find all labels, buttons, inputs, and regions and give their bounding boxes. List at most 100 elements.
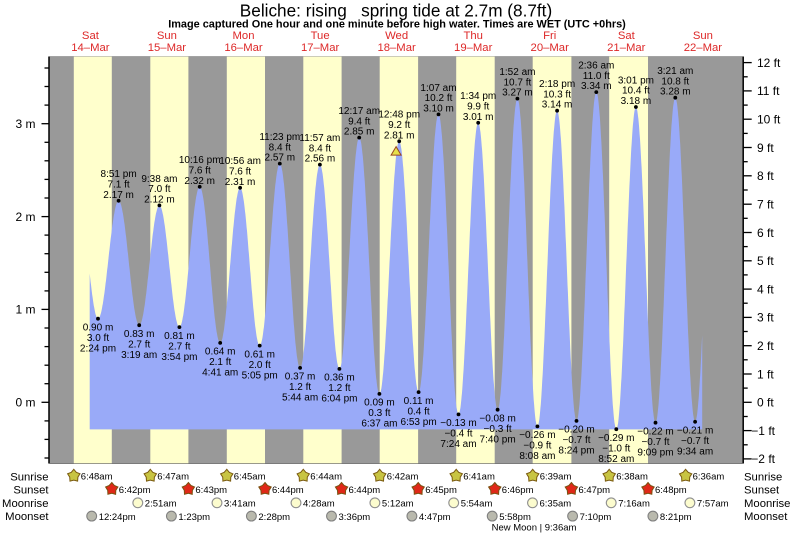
svg-text:6:42pm: 6:42pm bbox=[119, 485, 151, 496]
svg-text:−0.7 ft: −0.7 ft bbox=[681, 436, 709, 447]
svg-text:0.36 m: 0.36 m bbox=[324, 373, 355, 384]
svg-text:10.3 ft: 10.3 ft bbox=[543, 89, 571, 100]
svg-text:3 ft: 3 ft bbox=[757, 311, 774, 325]
svg-text:6:53 pm: 6:53 pm bbox=[401, 417, 437, 428]
svg-text:2:51am: 2:51am bbox=[145, 499, 177, 510]
svg-text:Fri: Fri bbox=[543, 30, 556, 42]
svg-text:0.4 ft: 0.4 ft bbox=[407, 406, 429, 417]
svg-text:10.7 ft: 10.7 ft bbox=[503, 77, 531, 88]
svg-text:9:38 am: 9:38 am bbox=[141, 174, 177, 185]
svg-text:−2 ft: −2 ft bbox=[751, 452, 775, 466]
svg-text:12:48 pm: 12:48 pm bbox=[378, 110, 420, 121]
svg-text:1.2 ft: 1.2 ft bbox=[289, 382, 311, 393]
svg-text:6:44pm: 6:44pm bbox=[349, 485, 381, 496]
svg-text:10.4 ft: 10.4 ft bbox=[622, 86, 650, 97]
svg-text:−0.9 ft: −0.9 ft bbox=[523, 441, 551, 452]
svg-text:3 m: 3 m bbox=[15, 117, 35, 131]
svg-text:3:54 pm: 3:54 pm bbox=[161, 352, 197, 363]
svg-text:−0.3 ft: −0.3 ft bbox=[484, 424, 512, 435]
svg-text:5:54am: 5:54am bbox=[461, 499, 493, 510]
svg-text:8:24 pm: 8:24 pm bbox=[558, 446, 594, 457]
svg-text:Moonrise: Moonrise bbox=[744, 498, 790, 510]
svg-text:Sunrise: Sunrise bbox=[744, 471, 782, 483]
svg-text:3:36pm: 3:36pm bbox=[339, 512, 371, 523]
svg-text:3:01 pm: 3:01 pm bbox=[618, 75, 654, 86]
svg-text:3:41am: 3:41am bbox=[224, 499, 256, 510]
svg-text:−0.26 m: −0.26 m bbox=[519, 430, 555, 441]
svg-text:0.61 m: 0.61 m bbox=[244, 349, 275, 360]
svg-text:Moonset: Moonset bbox=[5, 511, 49, 523]
svg-text:10 ft: 10 ft bbox=[757, 113, 781, 127]
svg-text:9.9 ft: 9.9 ft bbox=[467, 102, 489, 113]
svg-text:2.0 ft: 2.0 ft bbox=[249, 360, 271, 371]
svg-text:−1 ft: −1 ft bbox=[751, 424, 775, 438]
svg-text:6:38am: 6:38am bbox=[616, 472, 648, 483]
svg-text:1:34 pm: 1:34 pm bbox=[460, 91, 496, 102]
svg-text:2:36 am: 2:36 am bbox=[578, 61, 614, 72]
svg-text:3.14 m: 3.14 m bbox=[542, 100, 573, 111]
svg-text:2.1 ft: 2.1 ft bbox=[209, 357, 231, 368]
svg-text:0.83 m: 0.83 m bbox=[124, 329, 155, 340]
svg-text:0.64 m: 0.64 m bbox=[205, 347, 236, 358]
svg-text:7:40 pm: 7:40 pm bbox=[480, 434, 516, 445]
svg-text:Sun: Sun bbox=[693, 30, 713, 42]
svg-text:15–Mar: 15–Mar bbox=[148, 42, 187, 54]
svg-text:2 ft: 2 ft bbox=[757, 339, 774, 353]
svg-text:2.85 m: 2.85 m bbox=[344, 127, 375, 138]
svg-text:1.2 ft: 1.2 ft bbox=[328, 383, 350, 394]
svg-text:Thu: Thu bbox=[463, 30, 482, 42]
svg-text:5 ft: 5 ft bbox=[757, 254, 774, 268]
svg-text:6:45pm: 6:45pm bbox=[425, 485, 457, 496]
svg-text:2:24 pm: 2:24 pm bbox=[80, 343, 116, 354]
svg-text:−0.21 m: −0.21 m bbox=[677, 426, 713, 437]
svg-text:10:56 am: 10:56 am bbox=[219, 156, 261, 167]
svg-text:1:23pm: 1:23pm bbox=[178, 512, 210, 523]
svg-text:5:58pm: 5:58pm bbox=[499, 512, 531, 523]
svg-text:1 m: 1 m bbox=[15, 303, 35, 317]
svg-text:2.57 m: 2.57 m bbox=[265, 153, 296, 164]
svg-text:3.0 ft: 3.0 ft bbox=[87, 333, 109, 344]
svg-text:6:41am: 6:41am bbox=[463, 472, 495, 483]
svg-text:0.11 m: 0.11 m bbox=[404, 396, 434, 407]
svg-text:3.10 m: 3.10 m bbox=[423, 103, 454, 114]
svg-text:11:57 am: 11:57 am bbox=[299, 133, 340, 144]
svg-text:1 ft: 1 ft bbox=[757, 367, 774, 381]
svg-text:Beliche: rising spring tide: Beliche: rising spring tide at 2.7m (8.7… bbox=[240, 1, 552, 21]
svg-text:0.09 m: 0.09 m bbox=[364, 398, 395, 409]
svg-text:−0.7 ft: −0.7 ft bbox=[562, 435, 590, 446]
svg-text:11.0 ft: 11.0 ft bbox=[583, 71, 610, 82]
svg-text:12:24pm: 12:24pm bbox=[99, 512, 136, 523]
svg-text:−0.7 ft: −0.7 ft bbox=[641, 437, 669, 448]
svg-text:−0.20 m: −0.20 m bbox=[558, 425, 594, 436]
svg-text:20–Mar: 20–Mar bbox=[531, 42, 570, 54]
svg-text:7:16am: 7:16am bbox=[618, 499, 650, 510]
svg-text:2 m: 2 m bbox=[15, 210, 35, 224]
svg-text:22–Mar: 22–Mar bbox=[684, 42, 723, 54]
svg-text:7:24 am: 7:24 am bbox=[440, 439, 476, 450]
svg-text:19–Mar: 19–Mar bbox=[454, 42, 493, 54]
svg-text:7:10pm: 7:10pm bbox=[580, 512, 612, 523]
svg-text:8.4 ft: 8.4 ft bbox=[309, 143, 331, 154]
svg-text:0.90 m: 0.90 m bbox=[83, 322, 114, 333]
svg-text:Moonset: Moonset bbox=[744, 511, 788, 523]
svg-text:3.18 m: 3.18 m bbox=[621, 96, 652, 107]
svg-text:14–Mar: 14–Mar bbox=[71, 42, 110, 54]
svg-text:6 ft: 6 ft bbox=[757, 226, 774, 240]
svg-text:5:05 pm: 5:05 pm bbox=[242, 370, 278, 381]
svg-text:−0.29 m: −0.29 m bbox=[598, 433, 634, 444]
svg-text:0.37 m: 0.37 m bbox=[285, 372, 316, 383]
svg-text:3.34 m: 3.34 m bbox=[581, 81, 612, 92]
svg-text:9.4 ft: 9.4 ft bbox=[348, 116, 370, 127]
svg-text:6:42am: 6:42am bbox=[387, 472, 419, 483]
svg-text:11 ft: 11 ft bbox=[757, 84, 780, 98]
svg-text:2.12 m: 2.12 m bbox=[144, 194, 175, 205]
svg-text:6:44pm: 6:44pm bbox=[272, 485, 304, 496]
svg-text:1:52 am: 1:52 am bbox=[499, 67, 535, 78]
svg-text:6:45am: 6:45am bbox=[234, 472, 266, 483]
svg-text:6:48am: 6:48am bbox=[81, 472, 113, 483]
svg-text:2.7 ft: 2.7 ft bbox=[168, 341, 190, 352]
svg-text:2.31 m: 2.31 m bbox=[225, 177, 256, 188]
svg-text:5:12am: 5:12am bbox=[382, 499, 414, 510]
svg-text:4 ft: 4 ft bbox=[757, 282, 774, 296]
svg-text:6:35am: 6:35am bbox=[540, 499, 572, 510]
